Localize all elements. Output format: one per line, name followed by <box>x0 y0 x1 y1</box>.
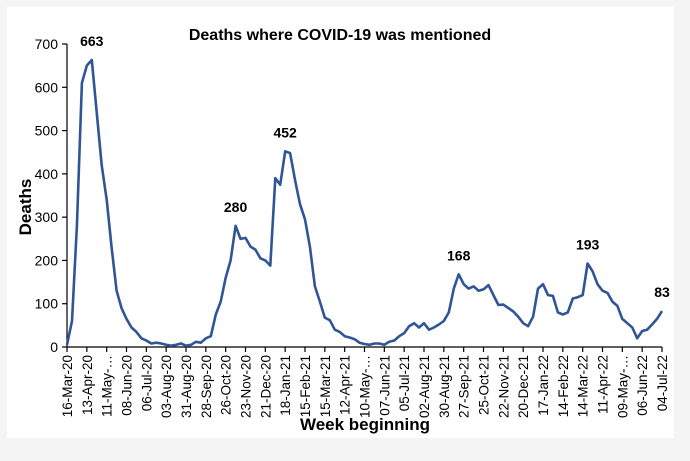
x-tick-label: 15-Feb-21 <box>298 355 313 417</box>
x-tick-label: 28-Sep-20 <box>199 355 214 418</box>
y-tick-label: 600 <box>35 79 59 95</box>
y-tick-label: 500 <box>35 123 59 139</box>
x-tick-label: 31-Aug-20 <box>179 355 194 418</box>
x-tick-label: 30-Aug-21 <box>437 355 452 418</box>
y-tick-label: 300 <box>35 209 59 225</box>
x-tick-label: 11-May-… <box>100 355 115 417</box>
x-tick-label: 16-Mar-20 <box>60 355 75 417</box>
x-tick-label: 04-Jul-22 <box>655 355 670 411</box>
x-tick-label: 09-May-… <box>615 355 630 418</box>
y-tick-label: 200 <box>35 252 59 268</box>
x-axis-title: Week beginning <box>300 415 430 434</box>
x-tick-label: 06-Jun-22 <box>635 355 650 416</box>
y-tick-label: 100 <box>35 296 59 312</box>
y-tick-label: 400 <box>35 166 59 182</box>
x-tick-label: 26-Oct-20 <box>219 355 234 415</box>
x-tick-label: 20-Dec-21 <box>516 355 531 418</box>
peak-label: 168 <box>447 247 471 263</box>
line-chart: Deaths where COVID-19 was mentioned 0 100… <box>16 27 670 434</box>
x-axis: 16-Mar-20 13-Apr-20 11-May-… 08-Jun-20 06-Ju… <box>60 346 670 418</box>
x-tick-label: 08-Jun-20 <box>120 355 135 416</box>
peak-label: 452 <box>273 124 297 140</box>
x-tick-label: 12-Apr-21 <box>338 355 353 415</box>
x-tick-label: 07-Jun-21 <box>377 355 392 416</box>
x-tick-label: 14-Mar-22 <box>576 355 591 417</box>
chart-frame: Deaths where COVID-19 was mentioned 0 100… <box>7 7 674 438</box>
chart-title: Deaths where COVID-19 was mentioned <box>189 27 491 44</box>
x-tick-label: 27-Sep-21 <box>457 355 472 418</box>
x-tick-label: 13-Apr-20 <box>80 355 95 415</box>
y-axis: 0 100 200 300 400 500 600 700 <box>35 36 68 355</box>
series-group <box>65 58 664 348</box>
y-axis-title: Deaths <box>16 179 35 236</box>
x-tick-label: 21-Dec-20 <box>258 355 273 418</box>
x-tick-label: 05-Jul-21 <box>397 355 412 411</box>
series-line-deaths <box>65 58 664 348</box>
x-tick-label: 02-Aug-21 <box>417 355 432 418</box>
x-tick-label: 17-Jan-22 <box>536 355 551 416</box>
peak-label: 280 <box>224 199 248 215</box>
peak-label: 83 <box>654 284 670 300</box>
peak-label: 193 <box>576 236 600 252</box>
x-tick-label: 06-Jul-20 <box>139 355 154 411</box>
x-tick-label: 03-Aug-20 <box>159 355 174 418</box>
x-tick-label: 14-Feb-22 <box>556 355 571 417</box>
y-tick-label: 0 <box>50 339 58 355</box>
x-tick-label: 22-Nov-21 <box>496 355 511 418</box>
x-tick-label: 10-May-… <box>358 355 373 418</box>
x-tick-label: 23-Nov-20 <box>239 355 254 418</box>
x-tick-label: 25-Oct-21 <box>477 355 492 415</box>
data-labels: 663 280 452 168 193 83 <box>80 33 670 300</box>
x-tick-label: 15-Mar-21 <box>318 355 333 417</box>
x-tick-label: 11-Apr-22 <box>596 355 611 414</box>
peak-label: 663 <box>80 33 104 49</box>
x-tick-label: 18-Jan-21 <box>278 355 293 416</box>
y-tick-label: 700 <box>35 36 59 52</box>
